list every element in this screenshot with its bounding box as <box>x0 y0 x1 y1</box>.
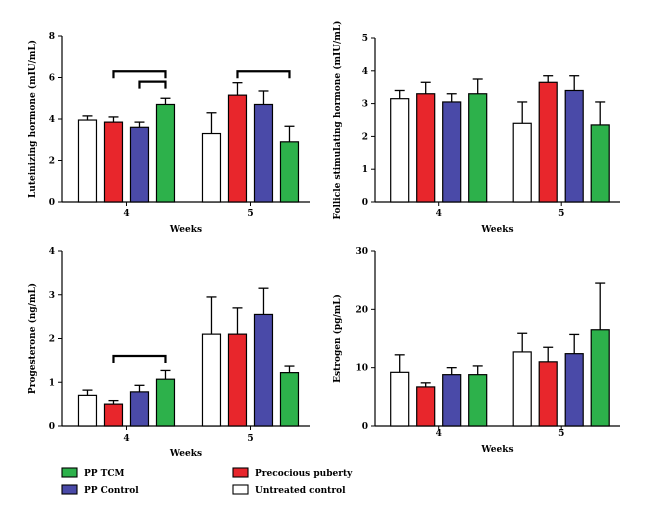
y-tick-label: 4 <box>49 247 55 257</box>
legend-label: Untreated control <box>255 486 346 496</box>
legend-swatch <box>232 467 249 478</box>
y-tick-label: 3 <box>362 100 368 110</box>
x-tick-label: 5 <box>558 429 564 439</box>
chart-lh: 0 2 4 6 8 Luteinizing hormone (mIU/mL) Weeks 4 5 <box>27 32 310 235</box>
y-tick-label: 2 <box>49 157 55 167</box>
y-tick-label: 2 <box>49 335 55 345</box>
bar-pp_control-week-5 <box>564 89 584 203</box>
bar-precocious-week-5 <box>538 361 558 427</box>
y-tick-label: 3 <box>49 291 55 301</box>
x-tick-label: 4 <box>436 429 442 439</box>
bar-precocious-week-4 <box>103 403 124 427</box>
legend-item-pp_control: PP Control <box>61 484 139 496</box>
y-tick-label: 8 <box>49 32 55 42</box>
x-axis-label: Weeks <box>480 225 513 235</box>
bar-pp_tcm-week-4 <box>155 103 176 203</box>
y-tick-label: 1 <box>362 165 368 175</box>
legend-swatch <box>232 484 249 495</box>
x-axis-label: Weeks <box>480 445 513 455</box>
y-tick-label: 6 <box>49 74 55 84</box>
y-tick-label: 0 <box>362 198 368 208</box>
significance-bracket <box>236 70 291 79</box>
bar-untreated-week-5 <box>201 132 222 203</box>
bar-pp_tcm-week-4 <box>468 374 488 427</box>
bar-untreated-week-4 <box>390 98 410 203</box>
bar-untreated-week-5 <box>512 122 532 203</box>
bar-pp_control-week-4 <box>129 391 150 427</box>
bar-pp_tcm-week-5 <box>590 329 610 427</box>
legend-label: PP Control <box>84 486 139 496</box>
y-tick-label: 10 <box>355 364 368 374</box>
significance-bracket <box>138 80 167 89</box>
y-axis-label: Luteinizing hormone (mIU/mL) <box>27 40 38 198</box>
bar-pp_tcm-week-5 <box>279 372 300 427</box>
x-tick-label: 5 <box>247 209 253 219</box>
bar-precocious-week-4 <box>416 386 436 427</box>
legend-label: PP TCM <box>84 469 125 479</box>
bar-precocious-week-5 <box>227 333 248 427</box>
y-tick-label: 5 <box>362 34 368 44</box>
y-tick-label: 30 <box>355 247 368 257</box>
x-tick-label: 5 <box>558 209 564 219</box>
bar-untreated-week-4 <box>390 371 410 427</box>
legend-item-pp_tcm: PP TCM <box>61 467 125 479</box>
legend-label: Precocious puberty <box>255 469 353 479</box>
significance-bracket <box>112 354 167 363</box>
bar-precocious-week-5 <box>538 81 558 203</box>
x-tick-label: 4 <box>123 209 129 219</box>
bar-pp_control-week-5 <box>253 313 274 427</box>
x-axis-label: Weeks <box>169 225 202 235</box>
bar-pp_tcm-week-5 <box>590 124 610 203</box>
bar-precocious-week-5 <box>227 94 248 203</box>
x-tick-label: 4 <box>436 209 442 219</box>
bar-untreated-week-5 <box>512 351 532 427</box>
bar-pp_tcm-week-5 <box>279 141 300 203</box>
bar-precocious-week-4 <box>416 93 436 203</box>
bar-pp_control-week-4 <box>442 374 462 427</box>
bar-pp_control-week-4 <box>442 101 462 203</box>
y-tick-label: 0 <box>49 422 55 432</box>
y-tick-label: 1 <box>49 378 55 388</box>
legend-swatch <box>61 467 78 478</box>
legend-swatch <box>61 484 78 495</box>
legend: PP TCM Precocious puberty PP Control Untrea… <box>61 467 353 496</box>
x-axis-label: Weeks <box>169 449 202 459</box>
x-tick-label: 5 <box>247 434 253 444</box>
bar-untreated-week-5 <box>201 333 222 427</box>
y-tick-label: 2 <box>362 132 368 142</box>
y-tick-label: 20 <box>355 305 368 315</box>
x-tick-label: 4 <box>123 434 129 444</box>
y-axis-label: Progesterone (ng/mL) <box>27 283 38 394</box>
bar-pp_control-week-5 <box>564 353 584 427</box>
y-tick-label: 0 <box>362 422 368 432</box>
bar-pp_tcm-week-4 <box>468 93 488 203</box>
chart-fsh: 0 1 2 3 4 5 Follicle stimulating hormone (mIU/… <box>332 21 620 235</box>
y-tick-label: 0 <box>49 198 55 208</box>
bar-pp_control-week-5 <box>253 103 274 203</box>
legend-item-untreated: Untreated control <box>232 484 346 496</box>
significance-bracket <box>112 70 167 79</box>
legend-item-precocious: Precocious puberty <box>232 467 353 479</box>
y-tick-label: 4 <box>362 67 368 77</box>
chart-progesterone: 0 1 2 3 4 Progesterone (ng/mL) Weeks 4 5 <box>27 247 310 459</box>
bar-untreated-week-4 <box>77 119 98 203</box>
y-axis-label: Follicle stimulating hormone (mIU/mL) <box>332 21 343 220</box>
chart-estrogen: 0 10 20 30 Estrogen (pg/mL) Weeks 4 5 <box>332 247 620 455</box>
bar-precocious-week-4 <box>103 121 124 203</box>
bar-pp_tcm-week-4 <box>155 378 176 427</box>
bar-untreated-week-4 <box>77 394 98 427</box>
y-tick-label: 4 <box>49 115 55 125</box>
y-axis-label: Estrogen (pg/mL) <box>332 294 343 383</box>
bar-pp_control-week-4 <box>129 126 150 203</box>
